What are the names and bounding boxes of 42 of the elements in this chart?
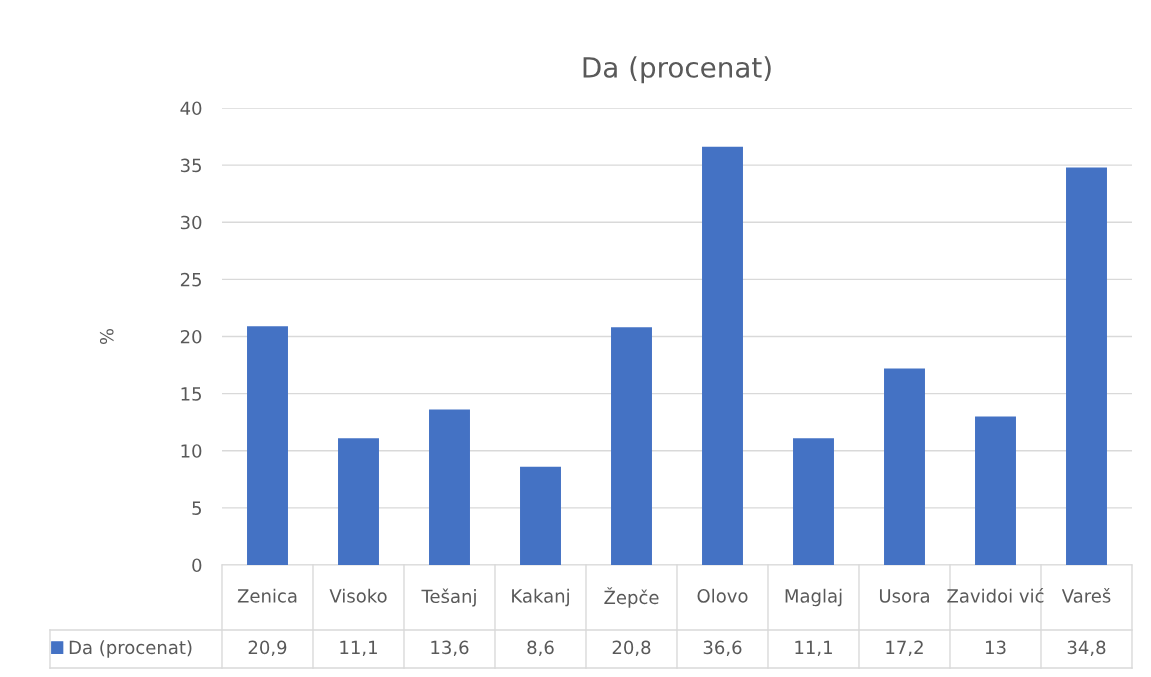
bar [338,438,379,565]
y-tick-label: 20 [180,329,202,344]
y-tick-label: 15 [181,387,201,401]
bar [702,146,743,565]
y-tick-label: 25 [180,272,201,287]
data-label: 11,1 [795,640,832,657]
data-label: 20,8 [612,640,651,657]
bar [884,368,925,565]
y-tick-label: 10 [181,444,202,458]
data-label: 34,8 [1067,640,1106,657]
y-tick-label: 40 [180,101,202,116]
x-tick-label: Zenica [237,588,297,603]
bar [611,327,652,565]
bar [975,416,1016,565]
data-label: 13 [986,640,1006,655]
x-tick-label: Maglaj [785,588,842,607]
bar [1066,167,1107,565]
y-tick-label: 5 [192,501,201,515]
bar [247,326,288,565]
y-tick-label: 35 [180,158,201,173]
x-tick-label: Usora [879,589,929,603]
data-label: 8,6 [527,640,554,657]
x-tick-label: Zavidoi vić [947,588,1044,603]
x-tick-label: Visoko [329,588,387,603]
bar [520,466,561,565]
data-label: 20,9 [248,640,287,657]
x-tick-label: Žepče [604,587,659,608]
bar [793,438,834,565]
data-label: 36,6 [703,640,742,657]
data-label: 11,1 [340,640,377,657]
y-tick-label: 30 [180,215,202,230]
x-tick-label: Olovo [697,588,748,603]
y-tick-label: 0 [192,558,202,573]
bar [429,409,470,565]
x-tick-label: Vareš [1061,588,1111,603]
data-label: 17,2 [886,640,923,657]
chart-title: Da (procenat) [583,56,771,84]
data-label: 13,6 [431,640,469,657]
legend-label: Da (procenat) [69,640,192,658]
x-tick-label: Kakanj [512,588,569,607]
x-tick-label: Tešanj [421,588,476,607]
y-axis-title: % [99,328,114,345]
